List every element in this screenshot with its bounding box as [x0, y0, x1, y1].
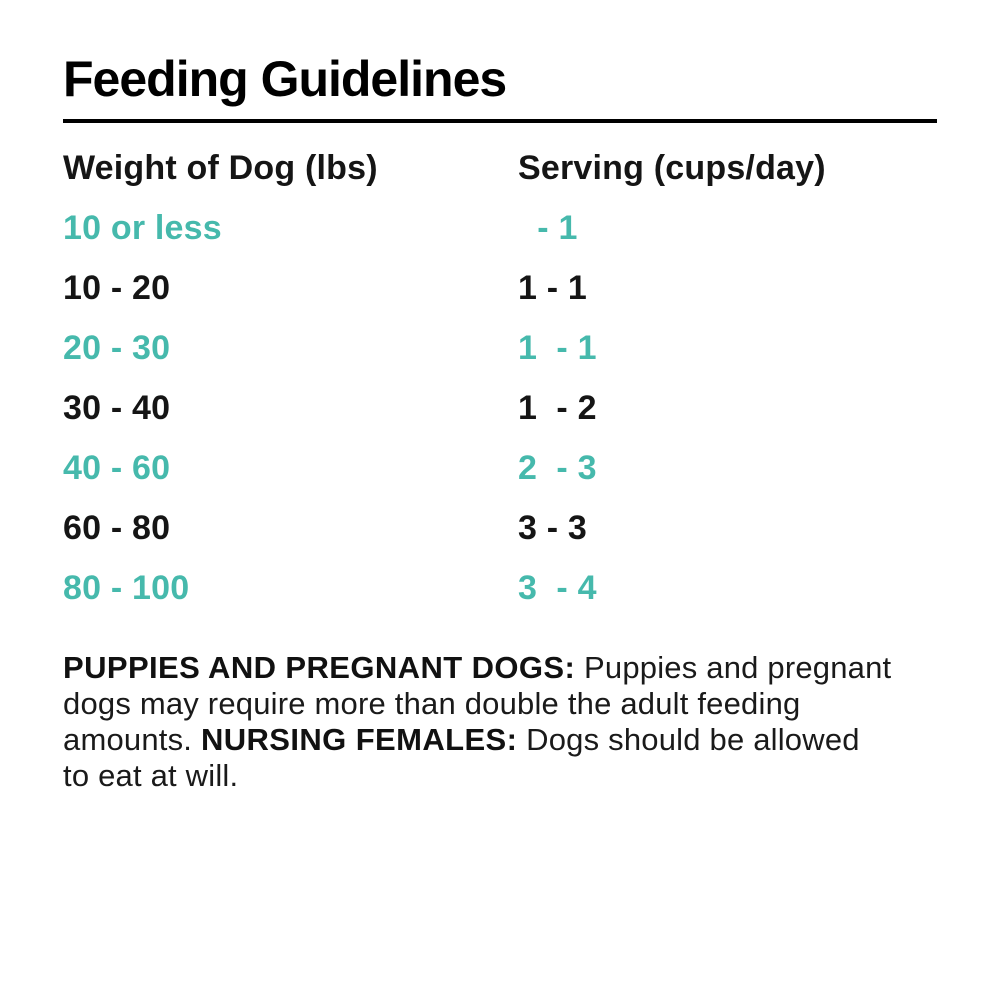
table-row: 80 - 100 3 - 4	[63, 558, 937, 618]
serving-value: 1 - 1	[518, 328, 597, 367]
table-row: 10 - 20 1 - 1	[63, 258, 937, 318]
note-text: amounts.	[63, 722, 201, 757]
feeding-note: PUPPIES AND PREGNANT DOGS: Puppies and p…	[63, 650, 937, 794]
note-line: to eat at will.	[63, 758, 937, 794]
note-text: dogs may require more than double the ad…	[63, 686, 801, 721]
table-row: 60 - 80 3 - 3	[63, 498, 937, 558]
note-bold-label: NURSING FEMALES:	[200, 722, 518, 757]
note-text: Dogs should be allowed	[517, 722, 860, 757]
table-row: 20 - 30 1 - 1	[63, 318, 937, 378]
serving-value: 1 - 1	[518, 268, 588, 307]
note-text: to eat at will.	[63, 758, 239, 793]
weight-value: 10 or less	[63, 208, 222, 247]
note-line: amounts. NURSING FEMALES: Dogs should be…	[63, 722, 937, 758]
weight-value: 10 - 20	[63, 268, 171, 307]
title-divider	[63, 119, 937, 123]
weight-value: 30 - 40	[63, 388, 171, 427]
note-bold-label: PUPPIES AND PREGNANT DOGS:	[63, 650, 576, 685]
feeding-table: Weight of Dog (lbs) Serving (cups/day) 1…	[63, 138, 937, 618]
note-text: Puppies and pregnant	[575, 650, 892, 685]
table-header-row: Weight of Dog (lbs) Serving (cups/day)	[63, 138, 937, 198]
weight-value: 20 - 30	[63, 328, 171, 367]
table-row: 30 - 40 1 - 2	[63, 378, 937, 438]
serving-value: 1 - 2	[518, 388, 597, 427]
note-line: PUPPIES AND PREGNANT DOGS: Puppies and p…	[63, 650, 937, 686]
serving-value: 2 - 3	[518, 448, 597, 487]
column-header-weight: Weight of Dog (lbs)	[63, 148, 378, 187]
column-header-serving: Serving (cups/day)	[518, 148, 826, 187]
weight-value: 80 - 100	[63, 568, 190, 607]
table-row: 40 - 60 2 - 3	[63, 438, 937, 498]
table-row: 10 or less - 1	[63, 198, 937, 258]
weight-value: 60 - 80	[63, 508, 171, 547]
serving-value: 3 - 3	[518, 508, 588, 547]
serving-value: 3 - 4	[518, 568, 597, 607]
serving-value: - 1	[518, 208, 578, 247]
page-title: Feeding Guidelines	[63, 51, 507, 107]
note-line: dogs may require more than double the ad…	[63, 686, 937, 722]
weight-value: 40 - 60	[63, 448, 171, 487]
